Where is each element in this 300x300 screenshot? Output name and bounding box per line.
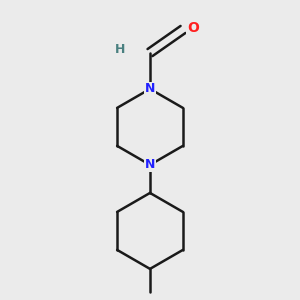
Text: N: N: [145, 82, 155, 95]
Text: O: O: [187, 21, 199, 35]
Text: H: H: [115, 43, 125, 56]
Text: N: N: [145, 158, 155, 171]
